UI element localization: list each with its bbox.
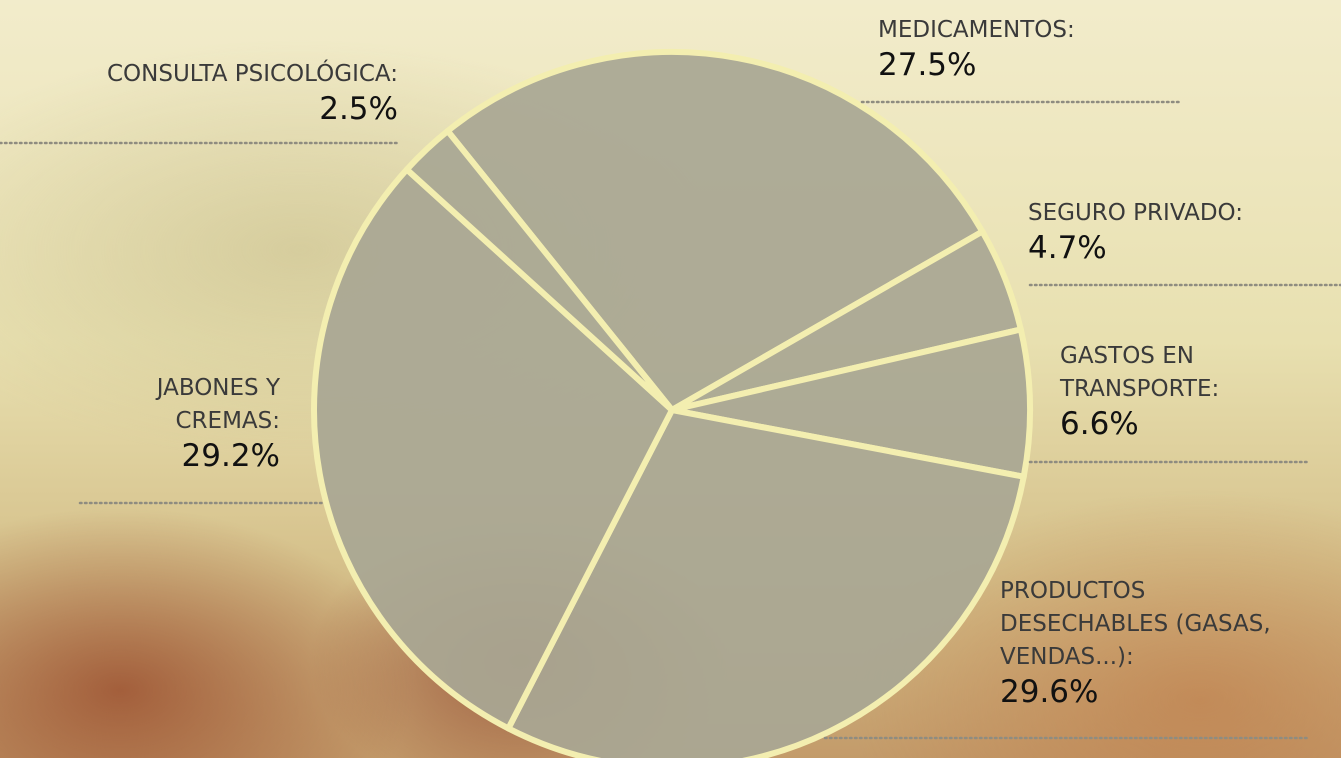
category-name: PRODUCTOS DESECHABLES (GASAS, VENDAS...)…: [1000, 578, 1271, 670]
category-name: GASTOS EN TRANSPORTE:: [1060, 343, 1220, 402]
category-name: CONSULTA PSICOLÓGICA:: [106, 61, 398, 87]
slice-label: JABONES Y CREMAS: 29.2%: [100, 372, 280, 474]
pie-slice: [669, 326, 1033, 480]
slice-label: GASTOS EN TRANSPORTE: 6.6%: [1060, 340, 1290, 442]
pie-slice: [311, 166, 675, 732]
pie-slice: [403, 127, 675, 413]
pie-slice: [444, 49, 986, 413]
slice-label: CONSULTA PSICOLÓGICA: 2.5%: [0, 58, 398, 127]
value-label: 6.6%: [1060, 406, 1139, 442]
value-label: 4.7%: [1028, 230, 1107, 266]
category-name: MEDICAMENTOS:: [878, 17, 1075, 43]
category-name: JABONES Y CREMAS:: [156, 375, 280, 434]
value-label: 27.5%: [878, 47, 977, 83]
value-label: 2.5%: [319, 91, 398, 127]
value-label: 29.6%: [1000, 674, 1099, 710]
slice-label: SEGURO PRIVADO: 4.7%: [1028, 197, 1341, 266]
value-label: 29.2%: [181, 438, 280, 474]
category-name: SEGURO PRIVADO:: [1028, 200, 1243, 226]
slice-label: PRODUCTOS DESECHABLES (GASAS, VENDAS...)…: [1000, 575, 1300, 710]
slice-label: MEDICAMENTOS: 27.5%: [878, 14, 1208, 83]
pie-slice: [505, 407, 1027, 758]
